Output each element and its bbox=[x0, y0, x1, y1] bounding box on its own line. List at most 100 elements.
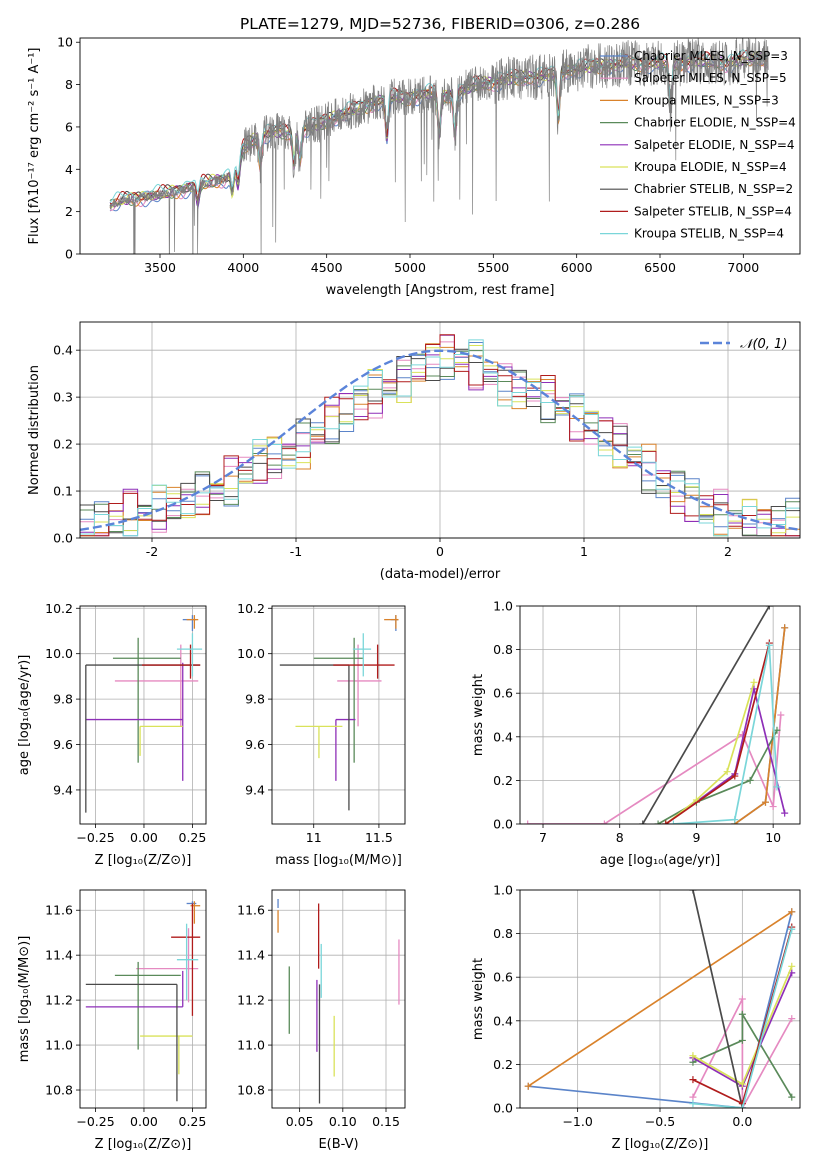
point-salpeter-elodie bbox=[85, 970, 184, 1008]
x-tick-label: 6000 bbox=[561, 260, 593, 275]
y-tick-label: 0.2 bbox=[53, 437, 73, 452]
point-kroupa-stelib bbox=[176, 923, 199, 1001]
point-kroupa-miles bbox=[186, 615, 199, 629]
y-tick-label: 11.0 bbox=[45, 1038, 73, 1053]
grid-age-vs-Z bbox=[80, 606, 206, 824]
series-marker bbox=[662, 820, 670, 824]
panel-residuals: -2 -1 0 1 2 0.0 0.1 0.2 0.3 0.4 (data-model)/error… bbox=[27, 321, 801, 582]
series-marker bbox=[788, 1093, 796, 1101]
x-tick-label: 3500 bbox=[144, 260, 176, 275]
point-chabrier-elodie bbox=[112, 637, 181, 763]
series-kroupa-elodie bbox=[689, 962, 796, 1088]
residual-histogram-kroupa-stelib bbox=[80, 339, 800, 538]
x-tick-label: 7 bbox=[539, 830, 547, 845]
series-chabrier-stelib bbox=[689, 890, 746, 1108]
x-tick-label: −0.25 bbox=[76, 830, 114, 845]
x-tick-label: 0.00 bbox=[130, 1114, 158, 1129]
legend-label: Kroupa MILES, N_SSP=3 bbox=[634, 93, 779, 107]
series-line bbox=[657, 729, 778, 824]
x-tick-label: 0.25 bbox=[179, 830, 207, 845]
series-line bbox=[641, 606, 771, 824]
y-tick-label: 4 bbox=[65, 162, 73, 177]
y-axis-label: Normed distribution bbox=[27, 365, 42, 495]
y-tick-label: 10.2 bbox=[237, 601, 265, 616]
x-tick-label: 0.25 bbox=[179, 1114, 207, 1129]
legend-residuals: 𝒩(0, 1) bbox=[700, 337, 787, 352]
series-marker bbox=[524, 820, 532, 824]
series-marker bbox=[761, 798, 769, 806]
normal-distribution-curve bbox=[80, 349, 800, 531]
series-marker bbox=[765, 641, 773, 649]
series-line bbox=[692, 998, 793, 1108]
y-tick-label: 2 bbox=[65, 204, 73, 219]
y-tick-label: 10.2 bbox=[45, 601, 73, 616]
x-tick-label: 0.10 bbox=[329, 1114, 357, 1129]
y-tick-label: 0.0 bbox=[493, 1101, 513, 1116]
legend-label: Salpeter MILES, N_SSP=5 bbox=[634, 71, 787, 85]
series-kroupa-elodie bbox=[662, 678, 758, 824]
series-marker bbox=[750, 678, 758, 686]
x-tick-label: 4000 bbox=[227, 260, 259, 275]
x-tick-label: -2 bbox=[146, 544, 158, 559]
legend-label: Chabrier ELODIE, N_SSP=4 bbox=[634, 116, 796, 130]
y-tick-label: 0.4 bbox=[53, 343, 73, 358]
panel-weight-vs-Z: −1.0 −0.5 0.0 0.0 0.2 0.4 0.6 0.8 1.0 Z [log₁₀(Z/… bbox=[471, 883, 801, 1152]
x-axis-label: mass [log₁₀(M/M⊙)] bbox=[275, 853, 402, 868]
x-axis-label: E(B-V) bbox=[318, 1137, 358, 1152]
observed-spectrum bbox=[109, 38, 769, 254]
x-tick-label: 0.05 bbox=[286, 1114, 314, 1129]
y-axis-label: mass weight bbox=[471, 958, 486, 1040]
y-tick-label: 10.8 bbox=[237, 1083, 265, 1098]
y-tick-label: 9.4 bbox=[245, 782, 265, 797]
series-line bbox=[665, 642, 771, 824]
series-line bbox=[692, 1011, 793, 1098]
x-axis-label: wavelength [Angstrom, rest frame] bbox=[326, 283, 555, 298]
series-marker bbox=[524, 1082, 532, 1090]
point-kroupa-elodie bbox=[139, 725, 183, 756]
point-chabrier-stelib bbox=[85, 983, 178, 1102]
series-line bbox=[692, 928, 793, 1108]
axes-frame bbox=[79, 889, 207, 1109]
legend-label: Salpeter STELIB, N_SSP=4 bbox=[634, 204, 792, 218]
plot-area-age-vs-mass bbox=[279, 615, 399, 811]
y-tick-label: 1.0 bbox=[493, 883, 513, 898]
axes-frame bbox=[519, 605, 801, 825]
series-marker bbox=[738, 1036, 746, 1044]
y-tick-label: 11.6 bbox=[45, 903, 73, 918]
x-tick-label: 7000 bbox=[727, 260, 759, 275]
series-kroupa-stelib bbox=[669, 641, 781, 824]
series-marker bbox=[689, 890, 697, 894]
x-tick-label: 1 bbox=[580, 544, 588, 559]
series-line bbox=[692, 890, 744, 1108]
series-marker bbox=[788, 1015, 796, 1023]
series-marker bbox=[654, 820, 662, 824]
series-marker bbox=[731, 816, 739, 824]
plot-area-weight-vs-Z bbox=[524, 890, 796, 1108]
series-marker bbox=[788, 925, 796, 933]
plot-area-residuals bbox=[80, 334, 800, 538]
point-kroupa-stelib bbox=[176, 633, 203, 677]
legend-label: Salpeter ELODIE, N_SSP=4 bbox=[634, 138, 795, 152]
y-tick-label: 10 bbox=[57, 35, 73, 50]
series-chabrier-stelib bbox=[639, 606, 773, 824]
x-tick-label: −0.25 bbox=[76, 1114, 114, 1129]
y-tick-label: 1.0 bbox=[493, 599, 513, 614]
point-kroupa-miles bbox=[384, 615, 399, 629]
x-tick-label: 0 bbox=[436, 544, 444, 559]
residual-histogram-salpeter-stelib bbox=[80, 334, 800, 538]
y-tick-label: 0.0 bbox=[53, 531, 73, 546]
point-kroupa-stelib bbox=[352, 633, 372, 677]
y-tick-label: 0.8 bbox=[493, 926, 513, 941]
series-marker bbox=[731, 772, 739, 780]
y-tick-label: 0.0 bbox=[493, 817, 513, 832]
series-chabrier-elodie bbox=[654, 726, 781, 824]
point-kroupa-elodie bbox=[140, 1035, 193, 1075]
figure-title: PLATE=1279, MJD=52736, FIBERID=0306, z=0… bbox=[240, 15, 640, 33]
legend-label: Kroupa ELODIE, N_SSP=4 bbox=[634, 160, 787, 174]
point-salpeter-stelib bbox=[142, 644, 201, 679]
x-tick-label: 0.00 bbox=[130, 830, 158, 845]
x-tick-label: 0.15 bbox=[372, 1114, 400, 1129]
point-chabrier-elodie bbox=[313, 637, 364, 763]
x-tick-label: 8 bbox=[616, 830, 624, 845]
y-axis-label: mass [log₁₀(M/M⊙)] bbox=[17, 936, 32, 1063]
